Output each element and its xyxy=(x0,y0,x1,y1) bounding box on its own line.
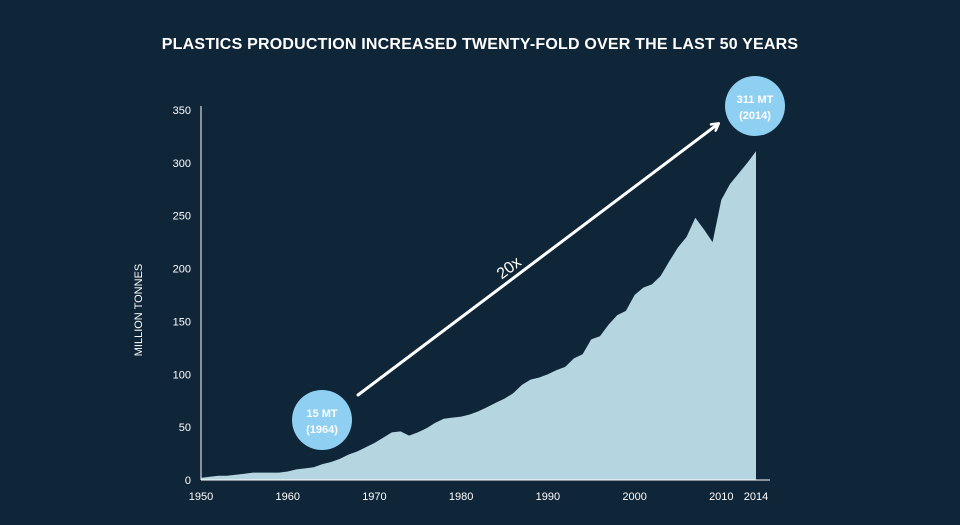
x-tick-label: 1990 xyxy=(536,491,560,503)
y-tick-label: 50 xyxy=(179,422,191,434)
callout-start-circle xyxy=(292,390,352,450)
callout-end-circle xyxy=(725,76,785,136)
multiplier-label: 20x xyxy=(494,254,525,283)
y-axis-label: MILLION TONNES xyxy=(133,264,145,357)
x-tick-label: 2010 xyxy=(709,491,733,503)
callout-end-value: 311 MT xyxy=(737,94,774,106)
callout-end: 311 MT (2014) xyxy=(725,76,785,136)
x-tick-label: 1980 xyxy=(449,491,473,503)
y-tick-label: 150 xyxy=(173,316,191,328)
callout-start-value: 15 MT xyxy=(306,408,337,420)
growth-arrow xyxy=(356,124,718,397)
callout-end-year: (2014) xyxy=(739,110,771,122)
callout-start: 15 MT (1964) xyxy=(292,390,352,450)
x-tick-label: 2000 xyxy=(622,491,646,503)
production-area xyxy=(201,151,756,480)
x-tick-label: 1950 xyxy=(189,491,213,503)
y-tick-labels: 0 50 100 150 200 250 300 350 xyxy=(173,105,191,487)
x-tick-label: 1960 xyxy=(275,491,299,503)
y-tick-label: 200 xyxy=(173,264,191,276)
callout-start-year: (1964) xyxy=(306,424,338,436)
y-tick-label: 100 xyxy=(173,369,191,381)
y-tick-label: 250 xyxy=(173,211,191,223)
x-tick-labels: 1950 1960 1970 1980 1990 2000 2010 2014 xyxy=(189,491,768,503)
x-tick-label: 2014 xyxy=(744,491,768,503)
chart-title: PLASTICS PRODUCTION INCREASED TWENTY-FOL… xyxy=(161,36,799,53)
y-tick-label: 0 xyxy=(185,475,191,487)
x-tick-label: 1970 xyxy=(362,491,386,503)
y-tick-label: 350 xyxy=(173,105,191,117)
y-tick-label: 300 xyxy=(173,158,191,170)
